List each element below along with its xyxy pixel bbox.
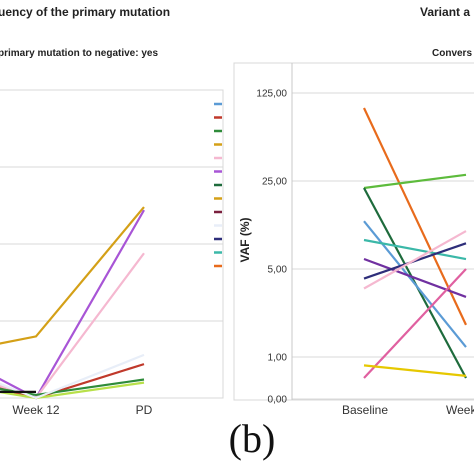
left-series-lines [0,206,145,400]
right-series-lines [363,107,467,379]
left-x-tick-0: Week 12 [12,403,59,417]
left-x-tick-1: PD [136,403,153,417]
left-chart: uency of the primary mutation primary mu… [0,5,224,417]
right-y-tick-labels: 0,00 1,00 5,00 25,00 125,00 [256,89,287,406]
right-y-axis-label: VAF (%) [238,217,252,262]
right-chart: Variant a Convers VAF (%) 0,00 1,00 5,00 25… [233,5,474,417]
left-chart-title: uency of the primary mutation [0,5,170,19]
right-gridlines [291,63,474,400]
right-x-tick-labels: Baseline Week [342,403,474,417]
right-series-line-8 [363,268,467,379]
left-series-line-0 [0,206,145,345]
right-series-line-4 [363,238,467,261]
left-series-line-2 [0,252,145,400]
right-y-tick-0: 0,00 [268,395,288,406]
right-chart-subtitle: Convers [432,48,472,59]
right-x-tick-1: Week [446,403,474,417]
right-y-tick-3: 25,00 [262,177,287,188]
left-series-line-6 [0,353,145,400]
right-x-tick-0: Baseline [342,403,388,417]
right-chart-title: Variant a [420,5,470,19]
left-x-tick-labels: Week 12 PD [12,403,152,417]
left-chart-subtitle: primary mutation to negative: yes [0,48,158,59]
right-y-tick-1: 1,00 [268,353,288,364]
right-y-tick-4: 125,00 [256,89,287,100]
left-legend [214,102,222,268]
right-series-line-7 [363,230,467,290]
left-series-line-4 [0,378,145,397]
panel-label: (b) [229,416,276,461]
left-gridlines [0,166,223,322]
right-series-line-5 [363,258,467,298]
right-y-tick-2: 5,00 [268,265,288,276]
right-plot-frame [233,62,474,401]
right-series-line-1 [363,173,467,190]
right-series-line-9 [363,364,467,377]
